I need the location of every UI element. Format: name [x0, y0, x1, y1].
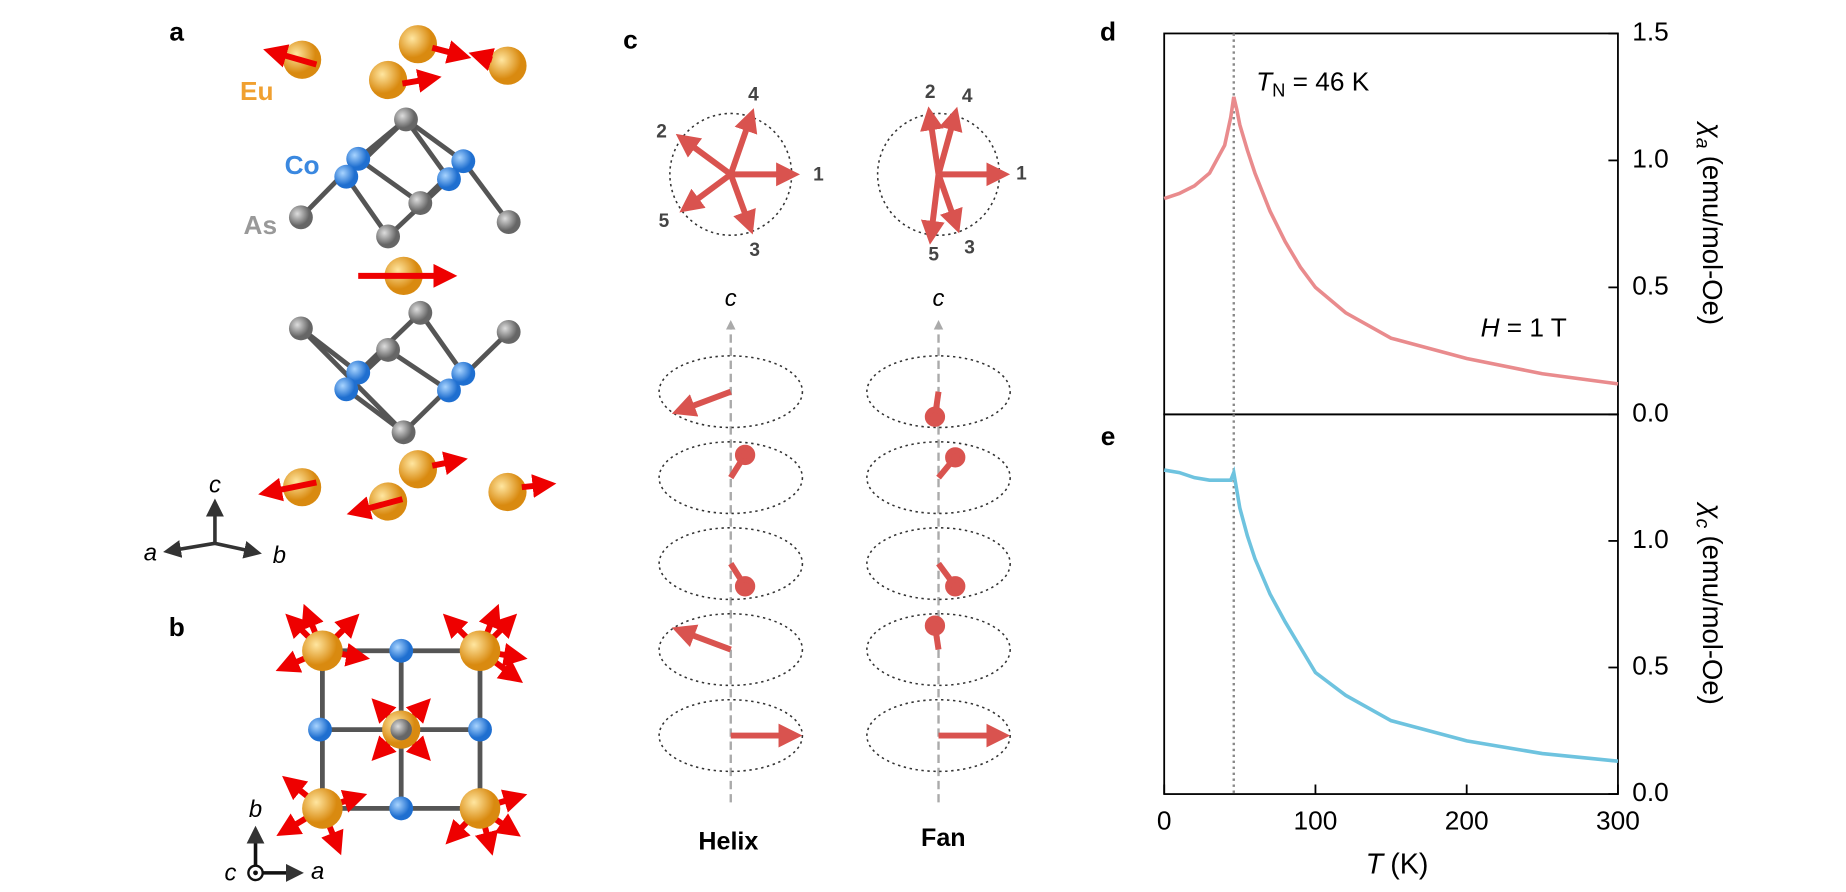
- panel-label: a: [169, 16, 184, 46]
- y-axis-label-text: (emu/mol-Oe): [1697, 535, 1728, 704]
- atom-label: Eu: [240, 76, 274, 106]
- y-tick-label: 0.0: [1632, 397, 1668, 427]
- y-tick-label: 1.5: [1632, 16, 1668, 46]
- spin-number: 1: [1016, 163, 1027, 184]
- x-tick-label: 300: [1596, 806, 1640, 836]
- x-axis-label: T (K): [1366, 848, 1429, 880]
- y-tick-label: 0.0: [1632, 777, 1668, 807]
- axis-label: b: [273, 542, 286, 569]
- x-tick-label: 100: [1294, 806, 1338, 836]
- plot-frame: [1163, 413, 1619, 795]
- annotation-symbol: H: [1481, 313, 1500, 343]
- spin-number: 1: [813, 165, 824, 186]
- annotation-symbol: T: [1256, 67, 1274, 97]
- x-axis-label-text: (K): [1390, 848, 1428, 880]
- annotation-text: = 46 K: [1293, 67, 1370, 97]
- annotation: TN = 46 K: [1256, 67, 1370, 101]
- spin-number: 3: [749, 240, 760, 261]
- spin-structures: 1 2 3 4 5 1 2 3 4 5 c c Helix Fan: [656, 82, 1027, 855]
- x-tick-label: 0: [1157, 806, 1172, 836]
- y-axis-label: χc (emu/mol-Oe): [1692, 502, 1728, 705]
- crystal-structure: Eu Co As c a b: [144, 25, 557, 569]
- y-axis-label-symbol: χ: [1697, 502, 1728, 520]
- structure-label: Fan: [921, 824, 966, 852]
- x-tick-label: 200: [1445, 806, 1489, 836]
- annotation: H = 1 T: [1481, 313, 1567, 343]
- spin-number: 4: [962, 86, 973, 107]
- data-line: [1163, 96, 1619, 386]
- spin-number: 5: [928, 245, 939, 266]
- atom-label: As: [244, 210, 278, 240]
- panel-label: e: [1101, 421, 1116, 451]
- y-tick-label: 1.0: [1632, 143, 1668, 173]
- axis-label: c: [933, 285, 945, 312]
- y-axis-label-subscript: a: [1692, 138, 1713, 149]
- y-tick-label: 0.5: [1632, 270, 1668, 300]
- x-axis-label-symbol: T: [1366, 848, 1386, 880]
- axis-label: a: [144, 539, 157, 566]
- y-tick-label: 1.0: [1632, 524, 1668, 554]
- spin-number: 3: [964, 237, 975, 258]
- panel-label: d: [1100, 16, 1116, 46]
- top-view: b c a: [224, 603, 528, 886]
- panel-label: b: [169, 612, 185, 642]
- axis-label: a: [311, 858, 324, 885]
- panel-label: c: [623, 25, 638, 55]
- annotation-text: = 1 T: [1507, 313, 1567, 343]
- plot-frame: [1163, 32, 1619, 416]
- structure-label: Helix: [698, 828, 758, 856]
- spin-number: 2: [925, 82, 936, 103]
- y-axis-label-symbol: χ: [1697, 121, 1728, 139]
- y-axis-label: χa (emu/mol-Oe): [1692, 121, 1728, 325]
- data-line: [1163, 466, 1619, 763]
- spin-number: 5: [659, 211, 670, 232]
- axis-label: b: [249, 796, 262, 823]
- y-tick-label: 0.5: [1632, 650, 1668, 680]
- spin-number: 2: [656, 122, 667, 143]
- atom-label: Co: [285, 150, 320, 180]
- y-axis-label-text: (emu/mol-Oe): [1697, 156, 1728, 325]
- annotation-subscript: N: [1272, 79, 1285, 100]
- axis-label: c: [224, 859, 236, 886]
- spin-number: 4: [748, 85, 759, 106]
- axis-label: c: [209, 471, 221, 498]
- y-axis-label-subscript: c: [1692, 519, 1713, 529]
- axis-label: c: [725, 285, 737, 312]
